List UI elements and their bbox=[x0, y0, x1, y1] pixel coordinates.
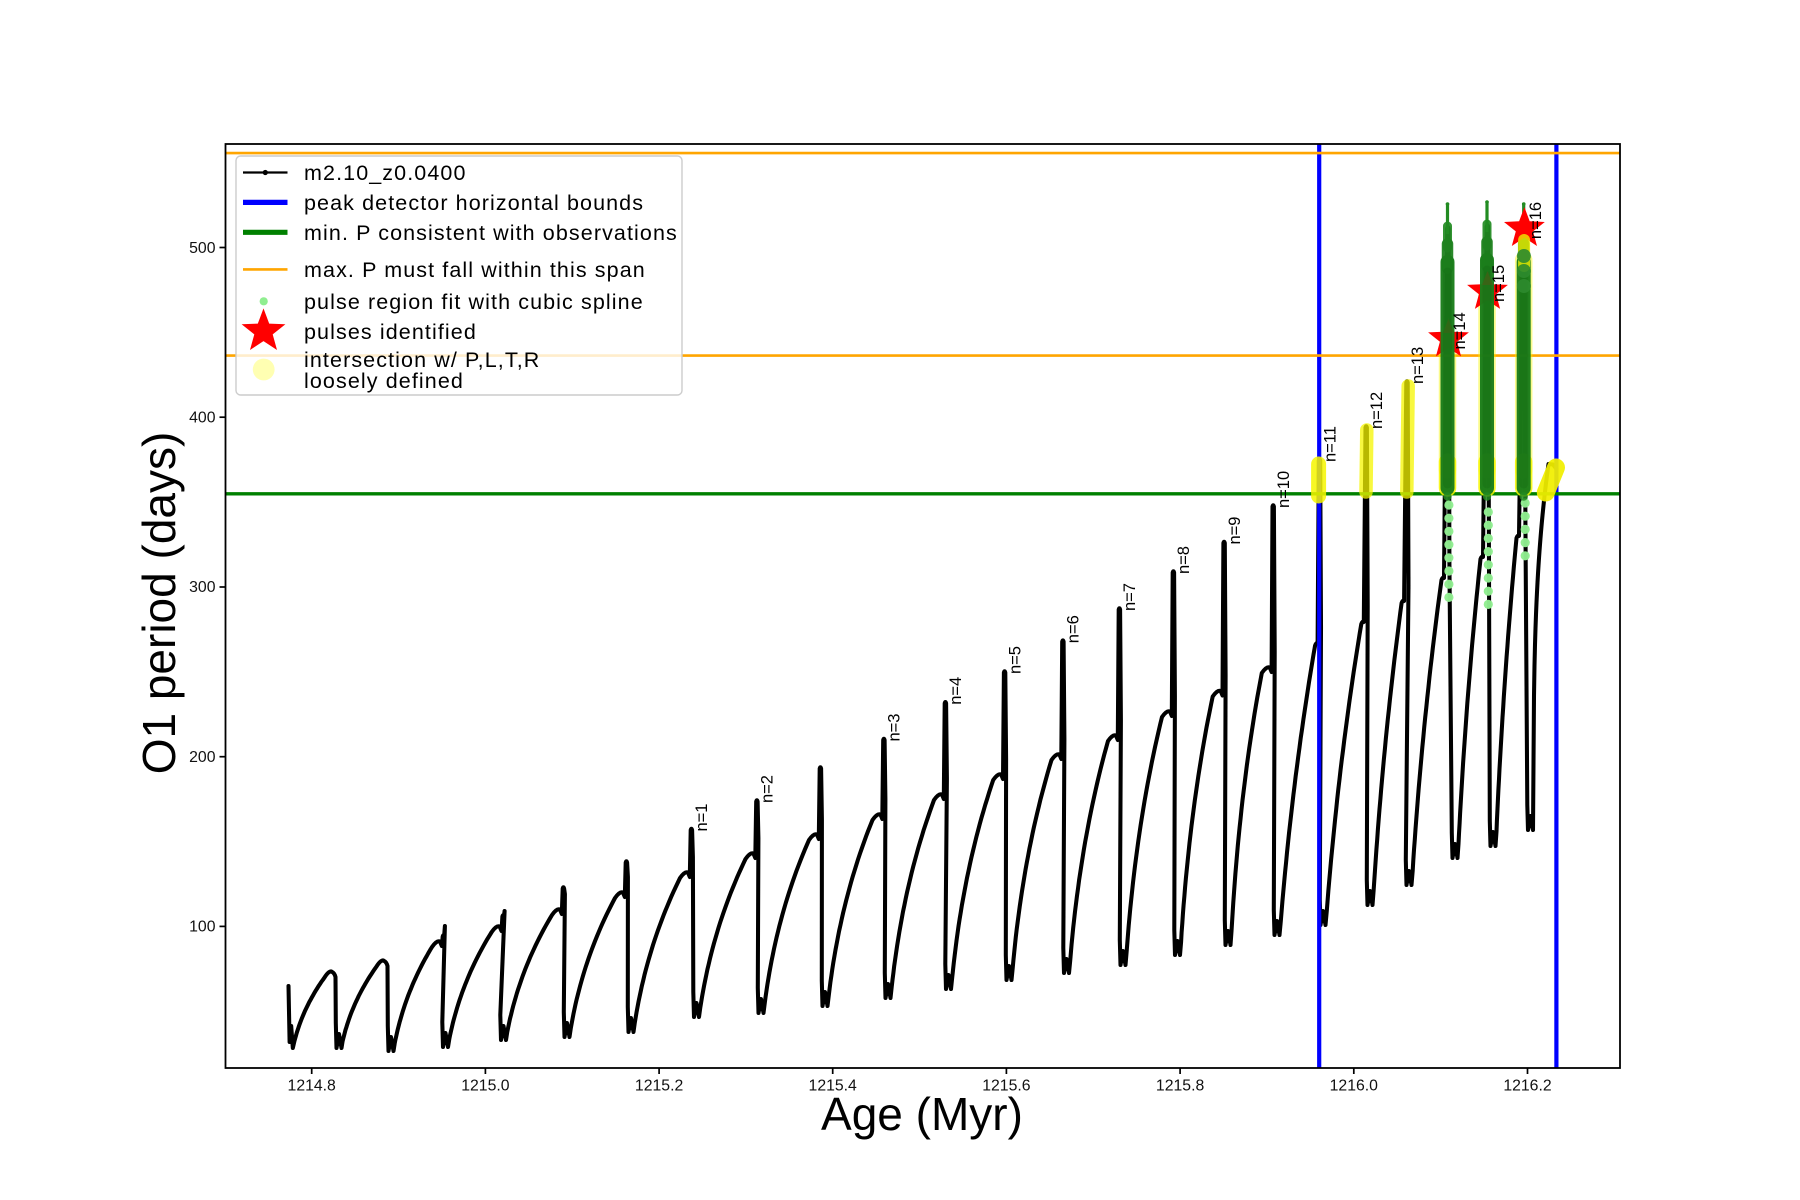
svg-text:O1 period (days): O1 period (days) bbox=[133, 432, 185, 775]
svg-text:n=4: n=4 bbox=[947, 677, 965, 705]
svg-text:loosely defined: loosely defined bbox=[304, 369, 464, 393]
svg-text:300: 300 bbox=[189, 579, 216, 596]
svg-text:500: 500 bbox=[189, 240, 216, 257]
svg-text:n=15: n=15 bbox=[1490, 265, 1508, 302]
svg-text:1215.4: 1215.4 bbox=[809, 1078, 858, 1095]
svg-text:intersection w/ P,L,T,R: intersection w/ P,L,T,R bbox=[304, 348, 540, 372]
svg-text:pulses identified: pulses identified bbox=[304, 320, 477, 344]
svg-text:n=9: n=9 bbox=[1226, 517, 1244, 545]
svg-text:max. P must fall within this s: max. P must fall within this span bbox=[304, 258, 646, 282]
svg-text:n=7: n=7 bbox=[1121, 583, 1139, 611]
svg-text:n=16: n=16 bbox=[1527, 202, 1545, 239]
svg-text:n=8: n=8 bbox=[1175, 546, 1193, 574]
svg-text:n=14: n=14 bbox=[1451, 312, 1469, 349]
svg-text:n=12: n=12 bbox=[1368, 392, 1386, 429]
svg-text:1215.6: 1215.6 bbox=[982, 1078, 1031, 1095]
svg-text:peak detector horizontal bound: peak detector horizontal bounds bbox=[304, 191, 644, 215]
svg-text:100: 100 bbox=[189, 919, 216, 936]
svg-text:1216.2: 1216.2 bbox=[1503, 1078, 1551, 1095]
svg-text:n=11: n=11 bbox=[1321, 426, 1339, 462]
svg-text:1215.0: 1215.0 bbox=[461, 1078, 510, 1095]
svg-text:1214.8: 1214.8 bbox=[288, 1078, 337, 1095]
svg-text:n=10: n=10 bbox=[1275, 471, 1293, 508]
svg-text:400: 400 bbox=[189, 410, 216, 427]
svg-text:200: 200 bbox=[189, 749, 216, 766]
svg-text:n=3: n=3 bbox=[886, 714, 904, 742]
svg-text:n=6: n=6 bbox=[1065, 615, 1083, 643]
svg-text:n=2: n=2 bbox=[759, 775, 777, 803]
svg-text:1215.2: 1215.2 bbox=[635, 1078, 683, 1095]
svg-text:m2.10_z0.0400: m2.10_z0.0400 bbox=[304, 161, 467, 185]
svg-text:1216.0: 1216.0 bbox=[1330, 1078, 1379, 1095]
svg-text:n=1: n=1 bbox=[693, 804, 711, 832]
svg-text:Age (Myr): Age (Myr) bbox=[821, 1088, 1023, 1140]
svg-text:n=13: n=13 bbox=[1409, 347, 1427, 384]
svg-text:n=5: n=5 bbox=[1006, 646, 1024, 674]
svg-text:min. P consistent with observa: min. P consistent with observations bbox=[304, 221, 678, 245]
svg-text:pulse region fit with cubic sp: pulse region fit with cubic spline bbox=[304, 290, 644, 314]
svg-text:1215.8: 1215.8 bbox=[1156, 1078, 1205, 1095]
